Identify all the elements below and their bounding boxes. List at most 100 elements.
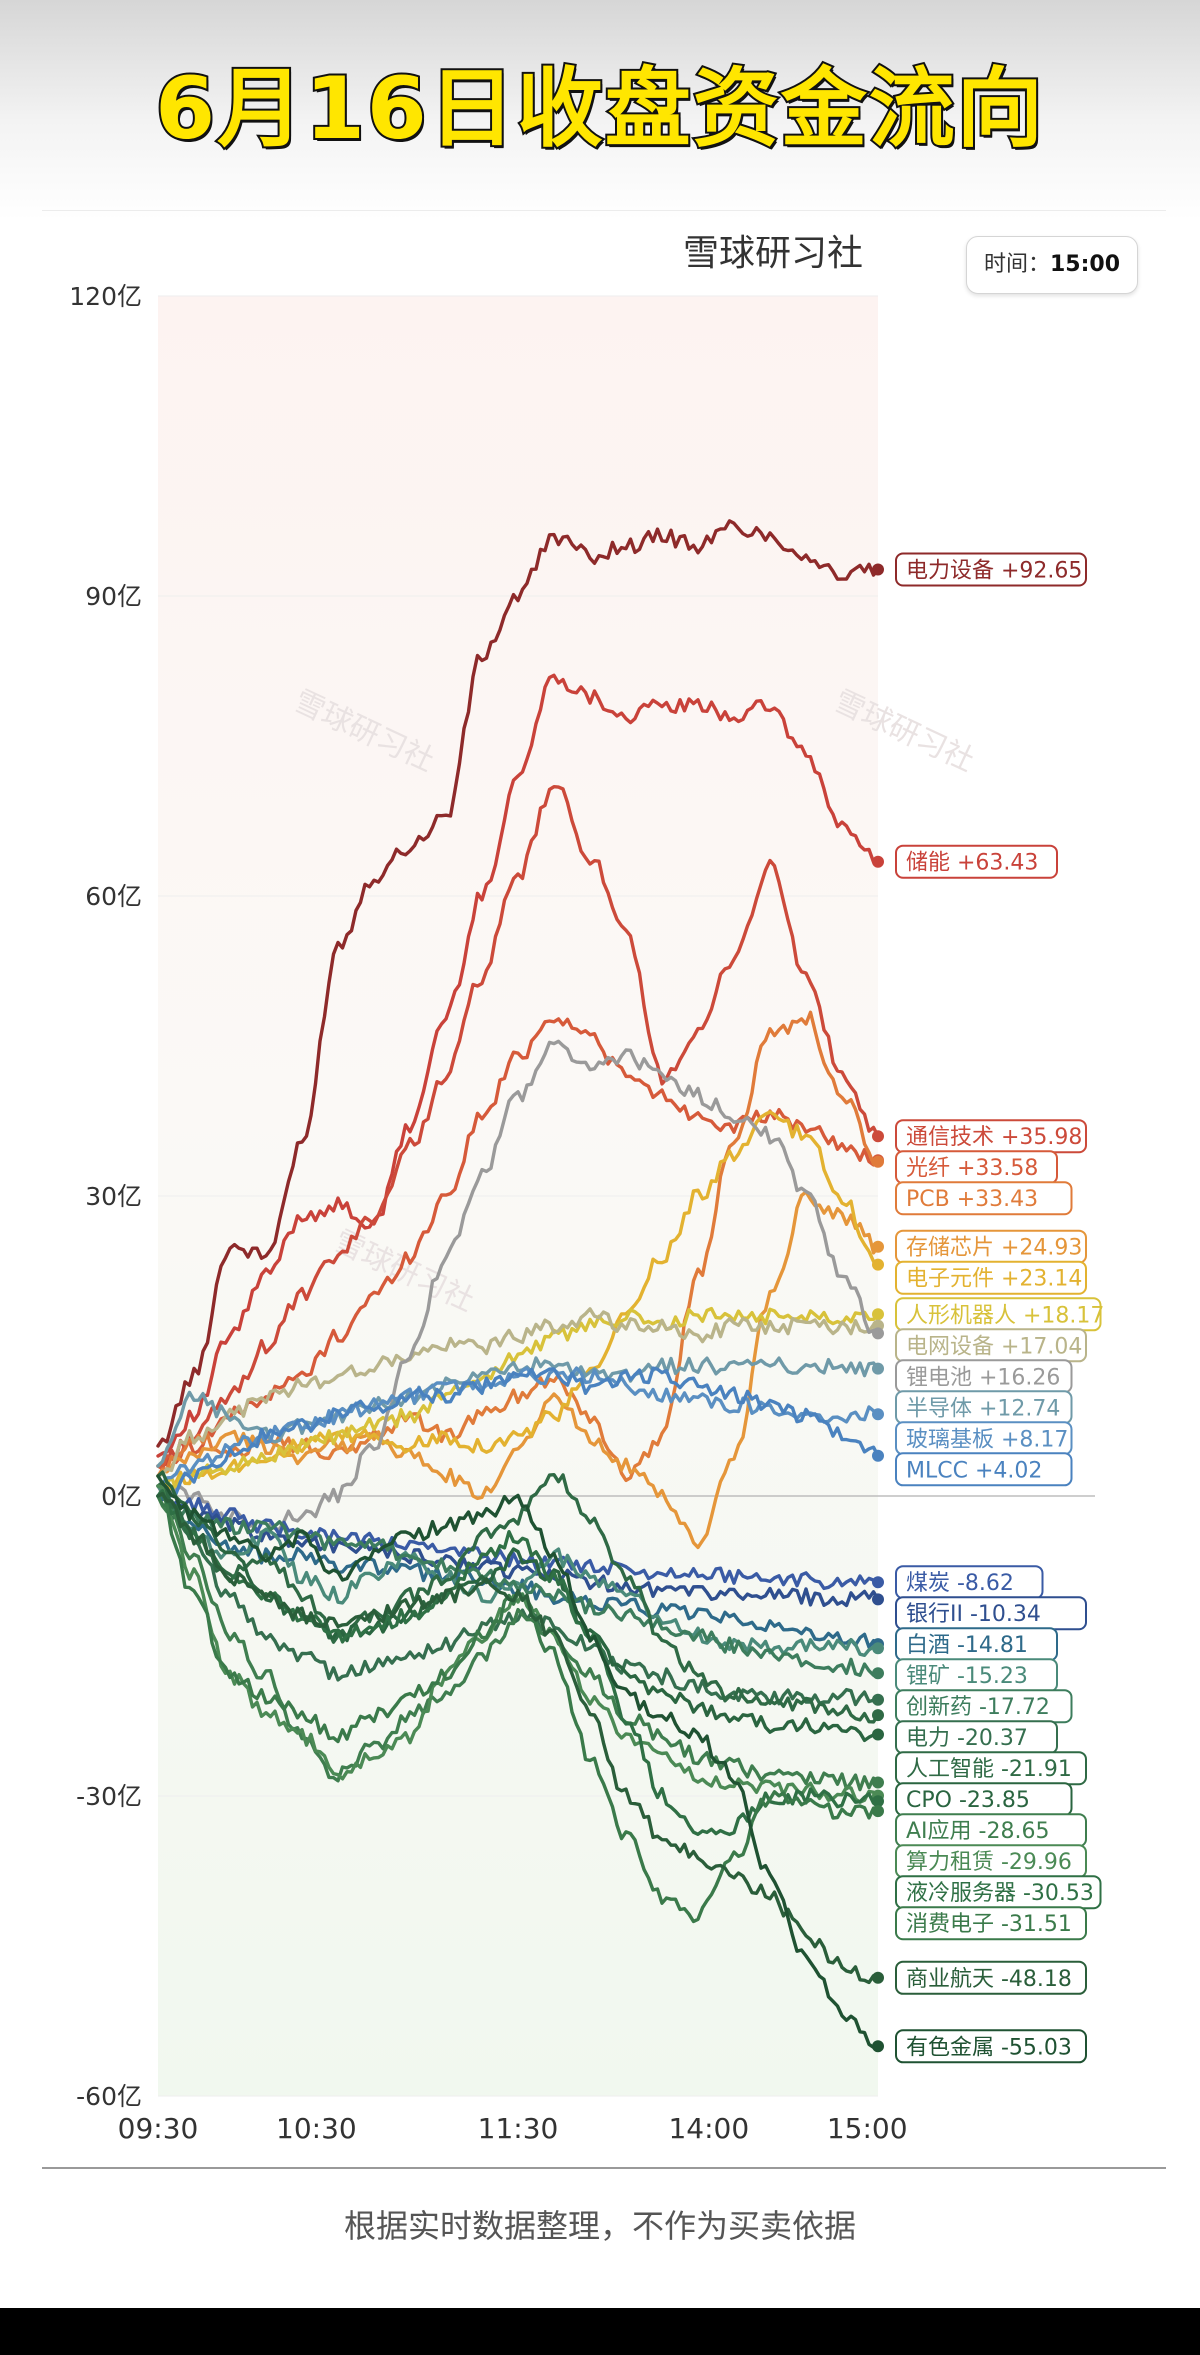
header-background xyxy=(0,0,1200,220)
series-end-dot xyxy=(872,1258,884,1271)
label-box xyxy=(895,844,1058,879)
series-end-label: 锂矿 -15.23 xyxy=(895,1658,1058,1693)
label-text: AI应用 -28.65 xyxy=(906,1819,1049,1844)
series-line xyxy=(156,1491,880,1985)
series-end-dot xyxy=(872,1728,884,1741)
series-line xyxy=(156,1494,880,1608)
series-end-label: 液冷服务器 -30.53 xyxy=(895,1875,1102,1910)
label-text: 通信技术 +35.98 xyxy=(906,1125,1082,1150)
series-end-label: 电子元件 +23.14 xyxy=(895,1260,1087,1295)
series-line xyxy=(156,1306,880,1491)
series-end-label: CPO -23.85 xyxy=(895,1782,1073,1817)
series-end-dot xyxy=(872,1155,884,1168)
x-tick-label: 09:30 xyxy=(118,2112,199,2145)
series-end-label: 消费电子 -31.51 xyxy=(895,1906,1087,1941)
x-tick-label: 15:00 xyxy=(827,2112,908,2145)
series-line xyxy=(156,1473,880,1724)
series-end-dot xyxy=(872,1327,884,1340)
label-text: 电子元件 +23.14 xyxy=(906,1267,1082,1292)
series-end-label: 半导体 +12.74 xyxy=(895,1390,1073,1425)
series-end-dot xyxy=(872,1408,884,1421)
series-line xyxy=(156,1493,880,1707)
series-end-label: 通信技术 +35.98 xyxy=(895,1119,1087,1154)
bottom-bar xyxy=(0,2308,1200,2355)
series-end-dot xyxy=(872,1130,884,1143)
series-line xyxy=(156,1366,880,1500)
series-end-dot xyxy=(872,563,884,576)
series-end-dot xyxy=(872,1971,884,1984)
label-box xyxy=(895,1260,1087,1295)
series-end-dot xyxy=(872,1362,884,1375)
label-text: CPO -23.85 xyxy=(906,1788,1030,1813)
series-line xyxy=(156,1010,880,1483)
series-end-dot xyxy=(872,1776,884,1789)
series-end-dot xyxy=(872,1805,884,1818)
y-tick-label: 30亿 xyxy=(85,1182,142,1211)
label-text: 玻璃基板 +8.17 xyxy=(906,1427,1068,1452)
series-end-label: MLCC +4.02 xyxy=(895,1452,1073,1487)
series-end-dot xyxy=(872,1576,884,1589)
series-end-dot xyxy=(872,1308,884,1321)
series-end-dot xyxy=(872,1667,884,1680)
series-end-label: 人工智能 -21.91 xyxy=(895,1751,1087,1786)
label-text: 储能 +63.43 xyxy=(906,851,1038,876)
series-line xyxy=(156,1484,880,1804)
label-text: 半导体 +12.74 xyxy=(906,1396,1060,1421)
series-end-label: 煤炭 -8.62 xyxy=(895,1565,1044,1600)
card-top-border xyxy=(42,210,1166,211)
y-tick-label: 0亿 xyxy=(101,1482,142,1511)
series-line xyxy=(156,1494,880,1792)
label-text: 电网设备 +17.04 xyxy=(906,1334,1082,1359)
series-end-label: 电力 -20.37 xyxy=(895,1720,1058,1755)
x-tick-label: 10:30 xyxy=(276,2112,357,2145)
series-end-label: 创新药 -17.72 xyxy=(895,1689,1073,1724)
label-text: 锂电池 +16.26 xyxy=(906,1365,1060,1390)
series-end-label: AI应用 -28.65 xyxy=(895,1813,1087,1848)
label-text: 白酒 -14.81 xyxy=(906,1633,1028,1658)
series-line xyxy=(156,1307,880,1478)
series-line xyxy=(156,785,880,1468)
series-end-dot xyxy=(872,1693,884,1706)
series-end-dot xyxy=(872,1642,884,1655)
label-text: 液冷服务器 -30.53 xyxy=(906,1881,1094,1906)
label-text: 电力 -20.37 xyxy=(906,1726,1028,1751)
series-end-label: 人形机器人 +18.17 xyxy=(895,1297,1104,1332)
label-box xyxy=(895,1960,1087,1995)
series-end-label: 锂电池 +16.26 xyxy=(895,1359,1073,1394)
series-line xyxy=(156,1484,880,1657)
label-text: 创新药 -17.72 xyxy=(906,1695,1050,1720)
label-text: 算力租赁 -29.96 xyxy=(906,1850,1072,1875)
series-end-label: 算力租赁 -29.96 xyxy=(895,1844,1087,1879)
label-text: 煤炭 -8.62 xyxy=(906,1571,1014,1596)
series-end-dot xyxy=(872,1795,884,1808)
series-line xyxy=(156,1190,880,1550)
label-text: 人形机器人 +18.17 xyxy=(906,1303,1104,1328)
y-tick-label: -60亿 xyxy=(76,2082,142,2111)
time-label: 时间： xyxy=(983,252,1050,277)
series-line xyxy=(156,1489,880,1591)
series-end-label: 存储芯片 +24.93 xyxy=(895,1229,1087,1264)
series-end-label: 白酒 -14.81 xyxy=(895,1627,1058,1662)
time-value: 15:00 xyxy=(1049,252,1121,277)
y-tick-label: 120亿 xyxy=(69,282,142,311)
y-tick-label: -30亿 xyxy=(76,1782,142,1811)
page-title: 6月16日收盘资金流向 xyxy=(153,57,1045,161)
series-line xyxy=(156,673,880,1458)
series-end-dot xyxy=(872,2040,884,2053)
label-text: MLCC +4.02 xyxy=(906,1458,1042,1483)
y-tick-label: 60亿 xyxy=(85,882,142,911)
series-line xyxy=(156,1017,880,1471)
label-box xyxy=(895,2029,1087,2064)
label-text: 光纤 +33.58 xyxy=(906,1156,1038,1181)
label-text: 人工智能 -21.91 xyxy=(906,1757,1072,1782)
label-text: 电力设备 +92.65 xyxy=(906,559,1082,584)
series-end-label: 商业航天 -48.18 xyxy=(895,1960,1087,1995)
series-end-label: 储能 +63.43 xyxy=(895,844,1058,879)
label-text: 消费电子 -31.51 xyxy=(906,1912,1072,1937)
x-tick-label: 14:00 xyxy=(668,2112,749,2145)
series-end-dot xyxy=(872,1449,884,1462)
label-box xyxy=(895,1452,1073,1487)
label-text: 存储芯片 +24.93 xyxy=(906,1236,1082,1261)
series-end-label: 有色金属 -55.03 xyxy=(895,2029,1087,2064)
